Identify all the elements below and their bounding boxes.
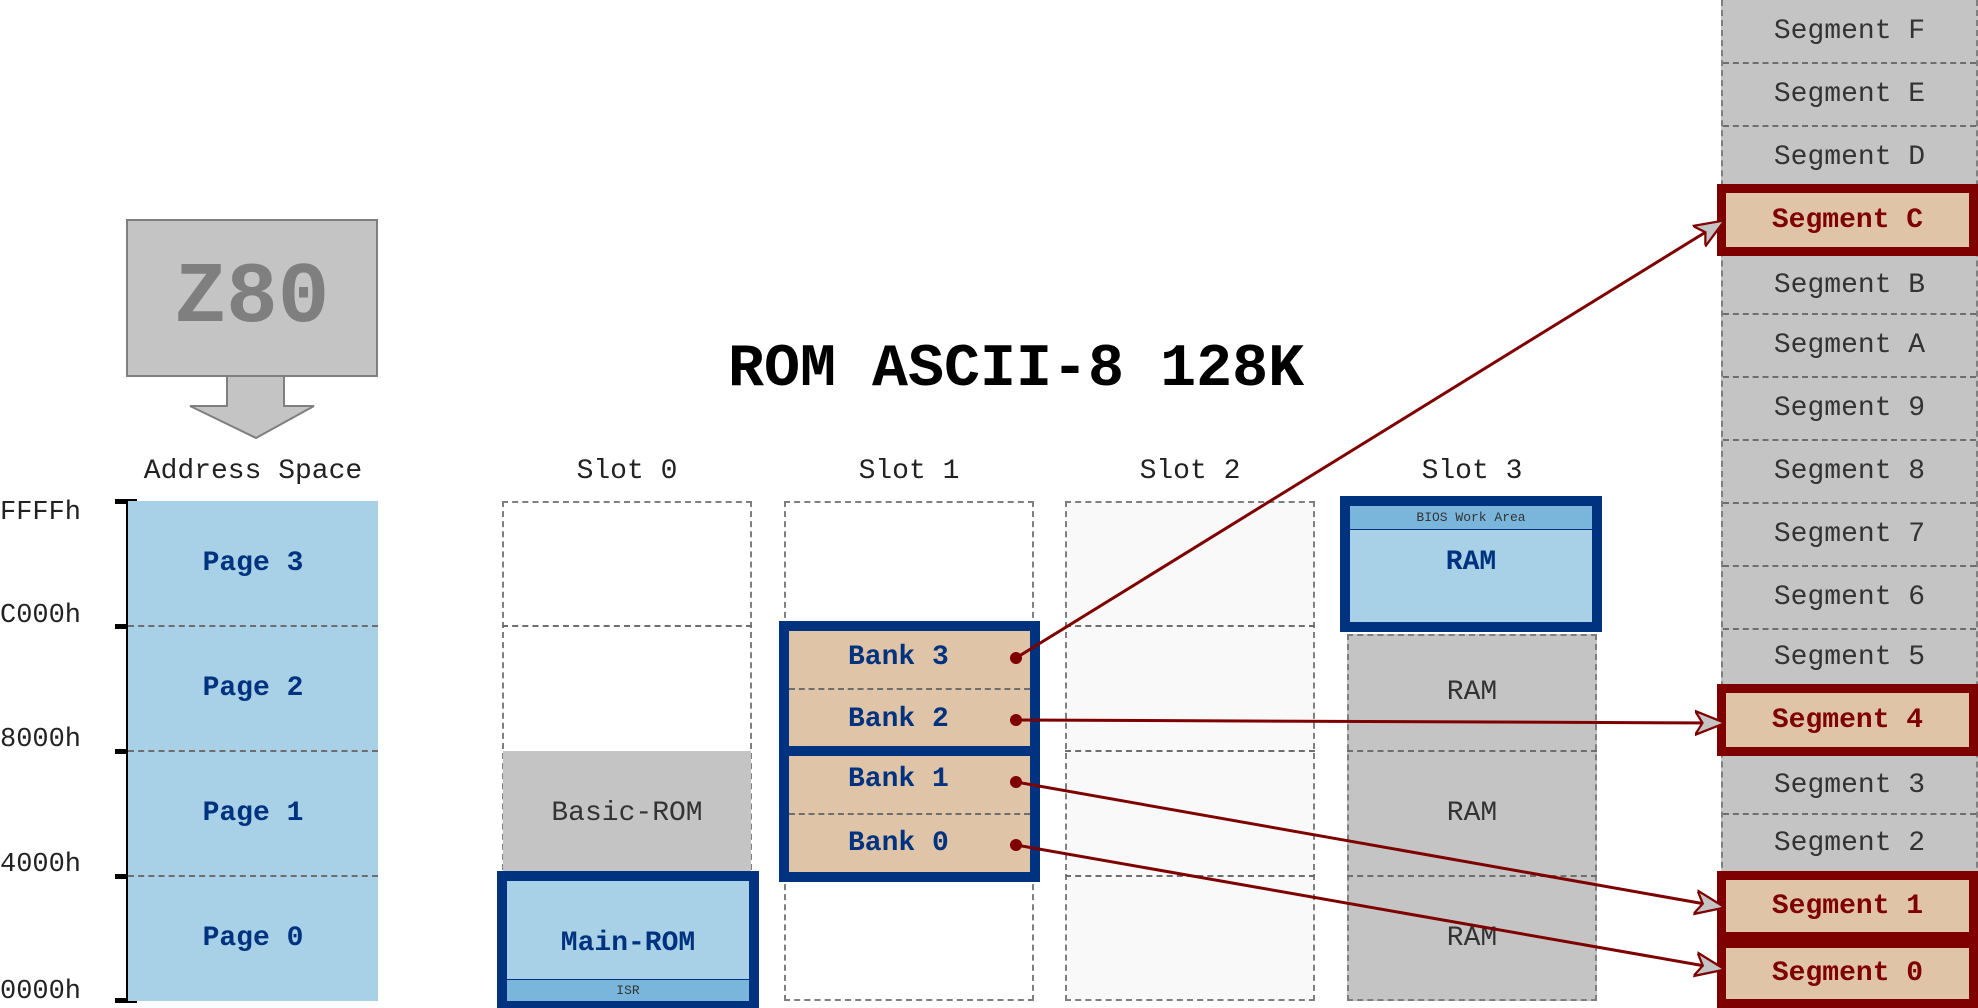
slot-2-divider: [1065, 750, 1315, 752]
segment-f-label: Segment F: [1773, 15, 1926, 47]
main-rom-label: Main-ROM: [560, 927, 696, 959]
diagram-title: ROM ASCII-8 128K: [728, 336, 1305, 404]
bank-3-label: Bank 3: [848, 642, 949, 673]
segment-6: Segment 6: [1723, 566, 1976, 628]
axis-tick-8000: [115, 749, 137, 754]
segment-8: Segment 8: [1723, 440, 1976, 502]
isr-label: ISR: [616, 983, 640, 998]
page-0: Page 0: [128, 876, 378, 1001]
address-ffff: FFFFh: [0, 498, 82, 528]
page-divider: [128, 750, 378, 752]
page-1-label: Page 1: [202, 798, 304, 829]
ram-page-2-label: RAM: [1446, 677, 1498, 708]
slot-2-header: Slot 2: [1139, 456, 1241, 487]
segment-d-label: Segment D: [1773, 141, 1926, 173]
slot-1-header: Slot 1: [858, 456, 960, 487]
bank-1-label: Bank 1: [848, 764, 949, 795]
segment-2-label: Segment 2: [1773, 827, 1926, 859]
slot-2-divider: [1065, 625, 1315, 627]
segment-1-label: Segment 1: [1771, 890, 1924, 922]
slot-2-divider: [1065, 875, 1315, 877]
segment-2: Segment 2: [1723, 814, 1976, 872]
cpu-down-arrow-icon: [189, 375, 315, 440]
segment-divider: [1723, 62, 1976, 64]
slot-3-column-outline: [1347, 634, 1597, 1001]
address-8000: 8000h: [0, 725, 82, 755]
segment-a: Segment A: [1723, 314, 1976, 376]
segment-divider: [1723, 439, 1976, 441]
segment-5: Segment 5: [1723, 629, 1976, 685]
segment-0-highlighted: Segment 0: [1717, 939, 1978, 1008]
segment-9-label: Segment 9: [1773, 392, 1926, 424]
segment-d: Segment D: [1723, 126, 1976, 188]
page-2: Page 2: [128, 626, 378, 751]
segment-divider: [1723, 376, 1976, 378]
bank-divider: [789, 813, 1030, 815]
bank-0-label: Bank 0: [848, 828, 949, 859]
segment-7-label: Segment 7: [1773, 518, 1926, 550]
segment-divider: [1723, 313, 1976, 315]
page-divider: [128, 875, 378, 877]
cpu-label: Z80: [174, 249, 330, 347]
segment-3: Segment 3: [1723, 757, 1976, 813]
segment-b: Segment B: [1723, 257, 1976, 313]
segment-4-highlighted: Segment 4: [1717, 684, 1978, 756]
bios-work-area-label: BIOS Work Area: [1416, 510, 1526, 525]
slot-3-divider: [1347, 875, 1597, 877]
segment-divider: [1723, 502, 1976, 504]
ram-page-3-area: RAM: [1350, 530, 1592, 622]
segment-e-label: Segment E: [1773, 78, 1926, 110]
segment-8-label: Segment 8: [1773, 455, 1926, 487]
bank-divider: [789, 688, 1030, 690]
axis-tick-ffff: [115, 499, 137, 504]
segment-divider: [1723, 813, 1976, 815]
address-space-header: Address Space: [143, 456, 363, 487]
main-rom: Main-ROM ISR: [497, 871, 759, 1008]
segment-a-label: Segment A: [1773, 329, 1926, 361]
segment-f: Segment F: [1723, 0, 1976, 62]
page-3-label: Page 3: [202, 548, 304, 579]
segment-1-highlighted: Segment 1: [1717, 871, 1978, 941]
segment-0-label: Segment 0: [1771, 958, 1924, 989]
slot-3-header: Slot 3: [1421, 456, 1523, 487]
segment-4-label: Segment 4: [1771, 704, 1924, 736]
segment-9: Segment 9: [1723, 377, 1976, 439]
page-0-label: Page 0: [202, 923, 304, 954]
slot-0-header: Slot 0: [576, 456, 678, 487]
segment-7: Segment 7: [1723, 503, 1976, 565]
slot-3-divider: [1347, 750, 1597, 752]
address-c000: C000h: [0, 601, 82, 631]
segment-e: Segment E: [1723, 63, 1976, 125]
page-3: Page 3: [128, 501, 378, 626]
segment-divider: [1723, 628, 1976, 630]
ram-page-3-label: RAM: [1445, 546, 1497, 578]
address-4000: 4000h: [0, 850, 82, 880]
page-2-label: Page 2: [202, 673, 304, 704]
bank-2-label: Bank 2: [848, 704, 949, 735]
cpu-box: Z80: [126, 219, 378, 377]
basic-rom-label: Basic-ROM: [551, 798, 703, 829]
segment-5-label: Segment 5: [1773, 641, 1926, 673]
axis-tick-0000: [115, 998, 137, 1003]
bios-work-area-bar: BIOS Work Area: [1350, 506, 1592, 530]
segment-b-label: Segment B: [1773, 269, 1926, 301]
axis-tick-4000: [115, 874, 137, 879]
isr-bar: ISR: [507, 979, 749, 1001]
segment-6-label: Segment 6: [1773, 581, 1926, 613]
main-rom-area: Main-ROM: [507, 881, 749, 979]
slot-0-divider: [502, 625, 752, 627]
address-0000: 0000h: [0, 977, 82, 1007]
axis-tick-c000: [115, 624, 137, 629]
ram-page-3: BIOS Work Area RAM: [1340, 496, 1602, 632]
page-1: Page 1: [128, 751, 378, 876]
segment-c-label: Segment C: [1771, 204, 1924, 236]
basic-rom: Basic-ROM: [503, 751, 751, 876]
segment-divider: [1723, 125, 1976, 127]
segment-3-label: Segment 3: [1773, 769, 1926, 801]
page-divider: [128, 625, 378, 627]
segment-c-highlighted: Segment C: [1717, 184, 1978, 256]
segment-divider: [1723, 565, 1976, 567]
